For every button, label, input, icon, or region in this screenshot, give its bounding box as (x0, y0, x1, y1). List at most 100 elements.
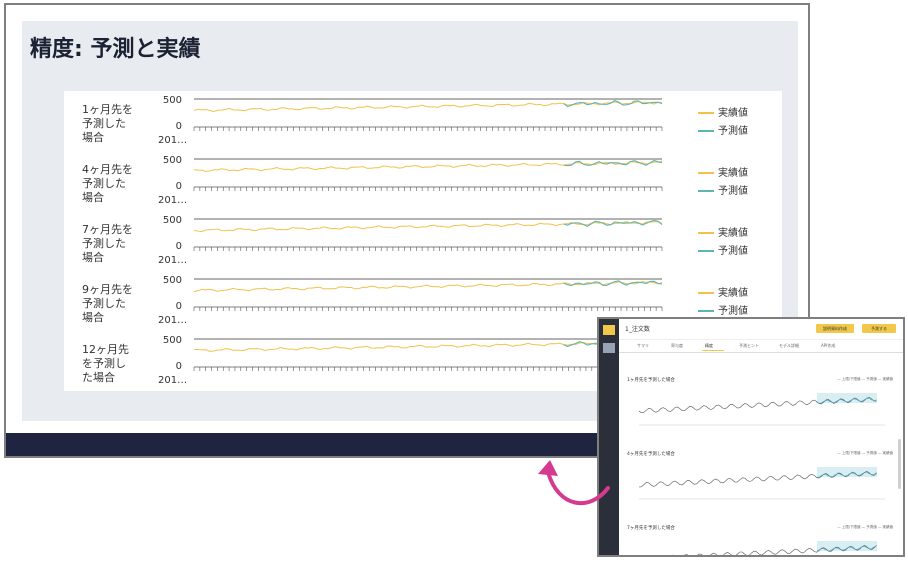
y-tick-label: 500 (163, 215, 182, 226)
tab-accuracy[interactable]: 精度 (705, 343, 713, 348)
row-chart: 500 0 201… (158, 95, 663, 146)
pointer-arrow (538, 460, 610, 506)
actual-series-line (193, 160, 663, 173)
legend-item: 実績値 (698, 227, 748, 245)
x-tick-label: 201… (158, 315, 187, 326)
folder-icon[interactable] (603, 343, 615, 353)
legend-item: 予測値 (698, 125, 748, 143)
legend-swatch (698, 172, 714, 174)
inset-chart-section: 4ヶ月先を予測した場合 — 上限/下限値 — 予測値 — 実績値 (627, 451, 897, 500)
inset-chart-section: 1ヶ月先を予測した場合 — 上限/下限値 — 予測値 — 実績値 (627, 377, 897, 426)
inset-section-title: 7ヶ月先を予測した場合 (627, 526, 675, 531)
y-tick-label: 500 (163, 95, 182, 106)
inset-confidence-band (817, 541, 877, 551)
inset-section-title: 4ヶ月先を予測した場合 (627, 452, 675, 457)
inset-legend: — 上限/下限値 — 予測値 — 実績値 (837, 451, 893, 455)
inset-actual-line (638, 397, 877, 414)
inset-forecast-line (816, 545, 877, 552)
forecast-series-line (563, 280, 663, 287)
x-tick-label: 201… (158, 195, 187, 206)
forecast-series-line (563, 219, 663, 227)
tab-model-details[interactable]: モデル詳細 (779, 343, 799, 348)
chart-legend: 実績値予測値 (698, 107, 748, 143)
row-label: 12ヶ月先 を予測し た場合 (82, 343, 129, 384)
inset-section-title: 1ヶ月先を予測した場合 (627, 378, 675, 383)
tab-contribution[interactable]: 寄与度 (671, 343, 683, 348)
create-report-button[interactable]: 説明資料作成 (816, 324, 854, 333)
chart-row: 4ヶ月先を 予測した 場合 500 0 201… 実績値予測値 (64, 151, 782, 211)
chart-legend: 実績値予測値 (698, 287, 748, 323)
legend-label: 実績値 (718, 168, 748, 179)
row-label: 9ヶ月先を 予測した 場合 (82, 283, 133, 324)
row-label: 1ヶ月先を 予測した 場合 (82, 103, 133, 144)
row-label: 4ヶ月先を 予測した 場合 (82, 163, 133, 204)
inset-scrollbar[interactable] (898, 439, 901, 489)
legend-label: 実績値 (718, 228, 748, 239)
legend-item: 実績値 (698, 167, 748, 185)
legend-swatch (698, 292, 714, 294)
legend-swatch (698, 190, 714, 192)
legend-swatch (698, 112, 714, 114)
legend-item: 予測値 (698, 305, 748, 323)
tab-api[interactable]: API作成 (821, 343, 836, 348)
arrow-curve (546, 470, 610, 506)
legend-label: 実績値 (718, 288, 748, 299)
inset-chart (638, 467, 885, 500)
slide-title: 精度: 予測と実績 (30, 37, 201, 62)
legend-item: 実績値 (698, 107, 748, 125)
legend-label: 予測値 (718, 186, 748, 197)
row-chart: 500 0 201… (158, 275, 663, 326)
legend-item: 予測値 (698, 185, 748, 203)
inset-chart (672, 541, 877, 555)
legend-swatch (698, 130, 714, 132)
chart-row: 1ヶ月先を 予測した 場合 500 0 201… 実績値予測値 (64, 91, 782, 151)
chart-legend: 実績値予測値 (698, 227, 748, 263)
inset-tab-bar: サマリ 寄与度 精度 予測ヒント モデル詳細 API作成 (619, 340, 903, 353)
app-screenshot-inset: 1_注文数 説明資料作成 予測する サマリ 寄与度 精度 予測ヒント モデル詳細… (597, 317, 905, 557)
legend-swatch (698, 232, 714, 234)
inset-forecast-line (816, 472, 877, 478)
inset-actual-line (638, 471, 877, 488)
y-tick-label: 0 (176, 241, 182, 252)
legend-label: 予測値 (718, 126, 748, 137)
row-chart: 500 0 201… (158, 335, 663, 386)
forecast-series-line (563, 99, 663, 108)
inset-chart-section: 7ヶ月先を予測した場合 — 上限/下限値 — 予測値 — 実績値 (627, 525, 897, 555)
chart-legend: 実績値予測値 (698, 167, 748, 203)
x-tick-label: 201… (158, 135, 187, 146)
inset-header: 1_注文数 説明資料作成 予測する (619, 319, 903, 340)
actual-series-line (193, 101, 663, 112)
run-forecast-button[interactable]: 予測する (862, 324, 896, 333)
y-tick-label: 500 (163, 335, 182, 346)
legend-item: 実績値 (698, 287, 748, 305)
chart-row: 7ヶ月先を 予測した 場合 500 0 201… 実績値予測値 (64, 211, 782, 271)
tab-forecast-hints[interactable]: 予測ヒント (739, 343, 759, 348)
slide-window: 精度: 予測と実績 1ヶ月先を 予測した 場合 500 0 201… 実績値 予測値 4ヶ月… (4, 3, 810, 458)
inset-forecast-line (816, 397, 877, 404)
x-tick-label: 201… (158, 255, 187, 266)
legend-swatch (698, 250, 714, 252)
row-chart: 500 0 201… (158, 155, 663, 206)
inset-legend: — 上限/下限値 — 予測値 — 実績値 (837, 377, 893, 381)
y-tick-label: 0 (176, 361, 182, 372)
menu-icon[interactable] (603, 325, 615, 335)
legend-item: 予測値 (698, 245, 748, 263)
legend-label: 実績値 (718, 108, 748, 119)
inset-actual-line (672, 545, 877, 555)
inset-app-title: 1_注文数 (625, 326, 650, 333)
inset-legend: — 上限/下限値 — 予測値 — 実績値 (837, 525, 893, 529)
tab-summary[interactable]: サマリ (637, 343, 649, 348)
inset-confidence-band (817, 467, 877, 477)
arrow-head (538, 460, 558, 476)
legend-label: 予測値 (718, 246, 748, 257)
inset-confidence-band (817, 393, 877, 403)
chart-row: 9ヶ月先を 予測した 場合 500 0 201… 実績値予測値 (64, 271, 782, 331)
inset-sidebar (599, 319, 619, 555)
active-tab-indicator (702, 350, 724, 351)
y-tick-label: 0 (176, 301, 182, 312)
y-tick-label: 0 (176, 121, 182, 132)
actual-series-line (193, 341, 663, 352)
y-tick-label: 500 (163, 275, 182, 286)
row-label: 7ヶ月先を 予測した 場合 (82, 223, 133, 264)
row-chart: 500 0 201… (158, 215, 663, 266)
